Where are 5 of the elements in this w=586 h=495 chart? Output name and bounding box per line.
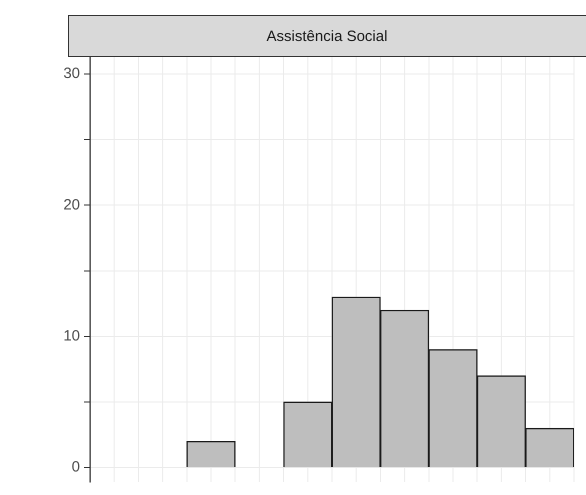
chart-title: Assistência Social (266, 28, 388, 44)
y-tick-label: 0 (72, 458, 80, 476)
y-tick-label: 10 (63, 328, 80, 345)
y-tick-label: 30 (63, 65, 80, 82)
y-tick-label: 20 (63, 196, 80, 214)
